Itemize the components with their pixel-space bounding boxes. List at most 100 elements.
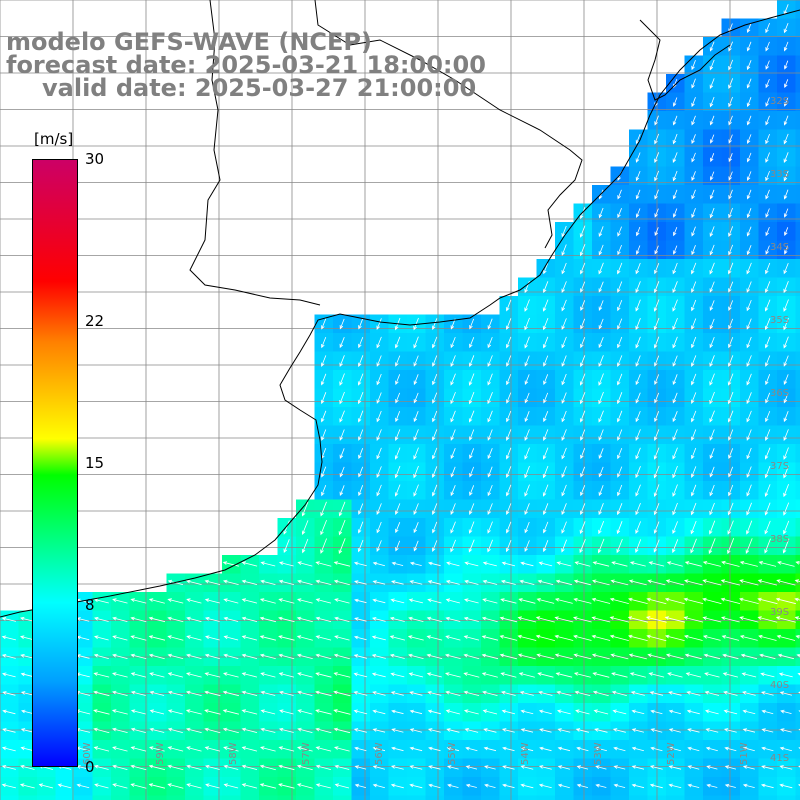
wind-cell — [795, 388, 800, 408]
wind-arrow — [668, 728, 681, 733]
wind-arrow — [223, 598, 239, 604]
wind-arrow — [691, 392, 697, 404]
wind-arrow — [278, 727, 294, 733]
wind-arrow — [371, 654, 386, 659]
wind-arrow — [635, 539, 642, 553]
wind-arrow — [94, 616, 109, 622]
wind-arrow — [321, 336, 327, 349]
wind-arrow — [616, 503, 623, 516]
wind-arrow — [759, 653, 776, 660]
wind-arrow — [334, 635, 350, 641]
wind-arrow — [520, 728, 534, 733]
wind-arrow — [709, 355, 715, 368]
wind-arrow — [408, 598, 423, 604]
wind-arrow — [557, 728, 571, 733]
wind-arrow — [709, 115, 715, 126]
wind-arrow — [499, 653, 517, 660]
wind-arrow — [777, 561, 795, 567]
wind-arrow — [543, 521, 549, 534]
wind-arrow — [783, 170, 789, 182]
wind-arrow — [297, 709, 313, 715]
wind-arrow — [413, 522, 419, 534]
wind-arrow — [746, 60, 752, 71]
wind-arrow — [482, 561, 497, 567]
wind-arrow — [520, 765, 534, 770]
wind-arrow — [321, 429, 327, 441]
wind-cell — [795, 18, 800, 38]
wind-arrow — [260, 727, 276, 733]
valid-date: valid date: 2025-03-27 21:00:00 — [42, 74, 477, 102]
wind-arrow — [130, 746, 147, 752]
lat-label: 37S — [770, 461, 789, 472]
wind-arrow — [204, 746, 221, 752]
wind-arrow — [524, 336, 530, 349]
wind-arrow — [691, 429, 697, 441]
wind-arrow — [426, 672, 442, 678]
wind-arrow — [468, 410, 475, 423]
wind-cell — [795, 277, 800, 297]
wind-arrow — [278, 598, 295, 604]
wind-cell — [481, 795, 501, 800]
wind-cell — [795, 536, 800, 556]
wind-arrow — [167, 709, 183, 715]
wind-arrow — [426, 635, 443, 641]
lon-label: 57W — [301, 742, 312, 765]
wind-arrow — [468, 373, 475, 386]
wind-arrow — [408, 653, 424, 659]
wind-cell — [573, 795, 593, 800]
wind-arrow — [702, 616, 722, 623]
wind-arrow — [764, 465, 771, 479]
wind-arrow — [561, 447, 567, 460]
wind-arrow — [691, 152, 696, 163]
wind-arrow — [389, 653, 405, 659]
wind-arrow — [757, 616, 778, 623]
wind-arrow — [320, 538, 327, 554]
wind-arrow — [709, 410, 715, 423]
wind-arrow — [728, 171, 733, 181]
wind-arrow — [629, 672, 646, 678]
wind-arrow — [691, 134, 696, 145]
wind-arrow — [278, 579, 295, 585]
wind-arrow — [709, 78, 715, 89]
wind-arrow — [704, 690, 720, 696]
wind-arrow — [259, 635, 276, 641]
wind-arrow — [783, 22, 789, 34]
wind-arrow — [761, 691, 774, 696]
wind-arrow — [654, 189, 659, 200]
wind-arrow — [339, 318, 345, 330]
wind-arrow — [784, 79, 789, 89]
wind-arrow — [376, 447, 382, 460]
wind-cell — [795, 777, 800, 797]
lon-label: 60W — [82, 742, 93, 765]
wind-arrow — [724, 746, 737, 752]
wind-arrow — [353, 728, 367, 733]
wind-arrow — [746, 97, 752, 108]
wind-arrow — [598, 391, 604, 405]
wind-arrow — [353, 691, 368, 696]
wind-arrow — [580, 429, 586, 441]
wind-arrow — [353, 580, 367, 585]
wind-arrow — [376, 484, 382, 497]
wind-arrow — [746, 115, 752, 126]
wind-arrow — [390, 691, 404, 696]
wind-arrow — [259, 783, 276, 789]
wind-arrow — [653, 502, 660, 516]
wind-arrow — [653, 299, 660, 312]
wind-arrow — [149, 690, 165, 696]
wind-arrow — [783, 447, 789, 460]
wind-arrow — [463, 672, 480, 678]
wind-arrow — [409, 580, 423, 585]
wind-arrow — [672, 115, 678, 126]
wind-arrow — [390, 783, 404, 789]
wind-arrow — [524, 465, 530, 479]
wind-arrow — [598, 207, 604, 219]
wind-arrow — [94, 764, 109, 770]
wind-arrow — [333, 579, 350, 586]
wind-arrow — [536, 598, 555, 604]
wind-arrow — [561, 355, 567, 367]
wind-arrow — [672, 152, 678, 163]
wind-arrow — [720, 616, 740, 623]
lon-label: 53W — [593, 742, 604, 765]
wind-arrow — [764, 299, 771, 312]
wind-arrow — [646, 597, 667, 605]
